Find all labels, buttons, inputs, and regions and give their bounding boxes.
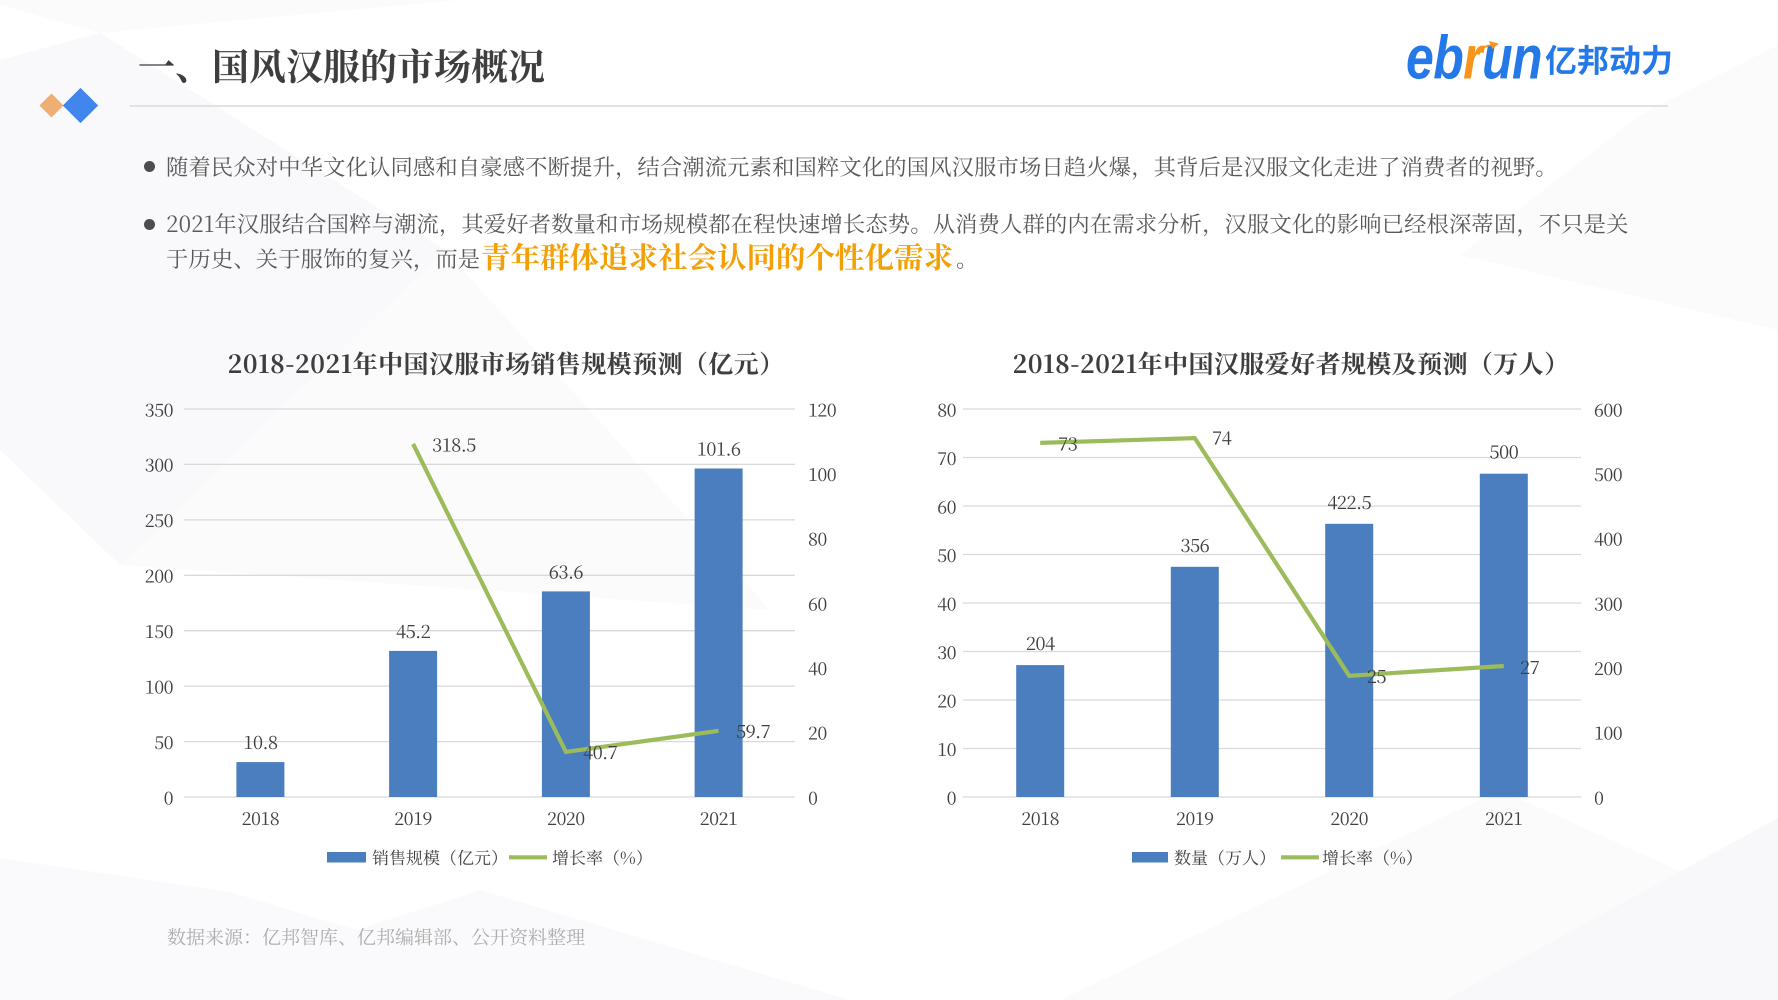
- svg-text:350: 350: [145, 396, 174, 422]
- svg-text:40: 40: [937, 590, 956, 616]
- svg-text:20: 20: [808, 720, 827, 746]
- svg-text:250: 250: [145, 507, 174, 533]
- svg-text:100: 100: [1594, 720, 1623, 746]
- svg-text:59.7: 59.7: [736, 718, 771, 744]
- svg-text:300: 300: [145, 452, 174, 478]
- svg-text:增长率（%）: 增长率（%）: [1322, 844, 1423, 869]
- svg-text:204: 204: [1026, 630, 1055, 656]
- svg-text:0: 0: [808, 784, 818, 810]
- svg-text:2019: 2019: [1176, 805, 1214, 831]
- svg-text:数量（万人）: 数量（万人）: [1174, 844, 1276, 869]
- svg-text:318.5: 318.5: [432, 431, 476, 457]
- svg-text:80: 80: [808, 526, 827, 552]
- svg-text:0: 0: [1594, 784, 1604, 810]
- svg-text:422.5: 422.5: [1327, 489, 1371, 515]
- svg-text:50: 50: [154, 729, 173, 755]
- svg-text:销售规模（亿元）: 销售规模（亿元）: [372, 844, 508, 869]
- svg-text:增长率（%）: 增长率（%）: [552, 844, 653, 869]
- svg-text:80: 80: [937, 396, 956, 422]
- svg-text:30: 30: [937, 639, 956, 665]
- svg-text:356: 356: [1180, 532, 1209, 558]
- svg-text:500: 500: [1594, 461, 1623, 487]
- svg-text:10: 10: [937, 736, 956, 762]
- svg-text:50: 50: [937, 542, 956, 568]
- svg-text:500: 500: [1489, 439, 1518, 465]
- svg-text:10.8: 10.8: [243, 729, 278, 755]
- svg-text:2021: 2021: [1485, 805, 1523, 831]
- svg-text:2021: 2021: [700, 805, 738, 831]
- svg-text:200: 200: [1594, 655, 1623, 681]
- svg-text:150: 150: [145, 618, 174, 644]
- svg-text:2018: 2018: [242, 805, 280, 831]
- svg-text:0: 0: [164, 784, 174, 810]
- svg-text:60: 60: [937, 493, 956, 519]
- svg-text:100: 100: [145, 673, 174, 699]
- svg-text:120: 120: [808, 396, 837, 422]
- svg-text:600: 600: [1594, 396, 1623, 422]
- svg-text:63.6: 63.6: [549, 558, 584, 584]
- svg-text:70: 70: [937, 445, 956, 471]
- svg-text:400: 400: [1594, 526, 1623, 552]
- svg-text:2018: 2018: [1021, 805, 1059, 831]
- svg-text:60: 60: [808, 590, 827, 616]
- svg-text:40.7: 40.7: [583, 739, 618, 765]
- svg-text:2020: 2020: [547, 805, 585, 831]
- svg-text:20: 20: [937, 687, 956, 713]
- svg-text:101.6: 101.6: [697, 436, 741, 462]
- svg-text:25: 25: [1367, 663, 1387, 689]
- svg-text:2018-2021年中国汉服爱好者规模及预测（万人）: 2018-2021年中国汉服爱好者规模及预测（万人）: [1012, 345, 1569, 381]
- svg-text:74: 74: [1212, 424, 1232, 450]
- svg-text:2019: 2019: [394, 805, 432, 831]
- svg-text:45.2: 45.2: [396, 618, 431, 644]
- svg-text:300: 300: [1594, 590, 1623, 616]
- svg-text:0: 0: [947, 784, 957, 810]
- svg-text:40: 40: [808, 655, 827, 681]
- svg-text:73: 73: [1058, 431, 1078, 457]
- svg-text:200: 200: [145, 563, 174, 589]
- svg-text:27: 27: [1520, 654, 1540, 680]
- svg-text:2018-2021年中国汉服市场销售规模预测（亿元）: 2018-2021年中国汉服市场销售规模预测（亿元）: [227, 345, 784, 381]
- svg-text:2020: 2020: [1330, 805, 1368, 831]
- svg-text:100: 100: [808, 461, 837, 487]
